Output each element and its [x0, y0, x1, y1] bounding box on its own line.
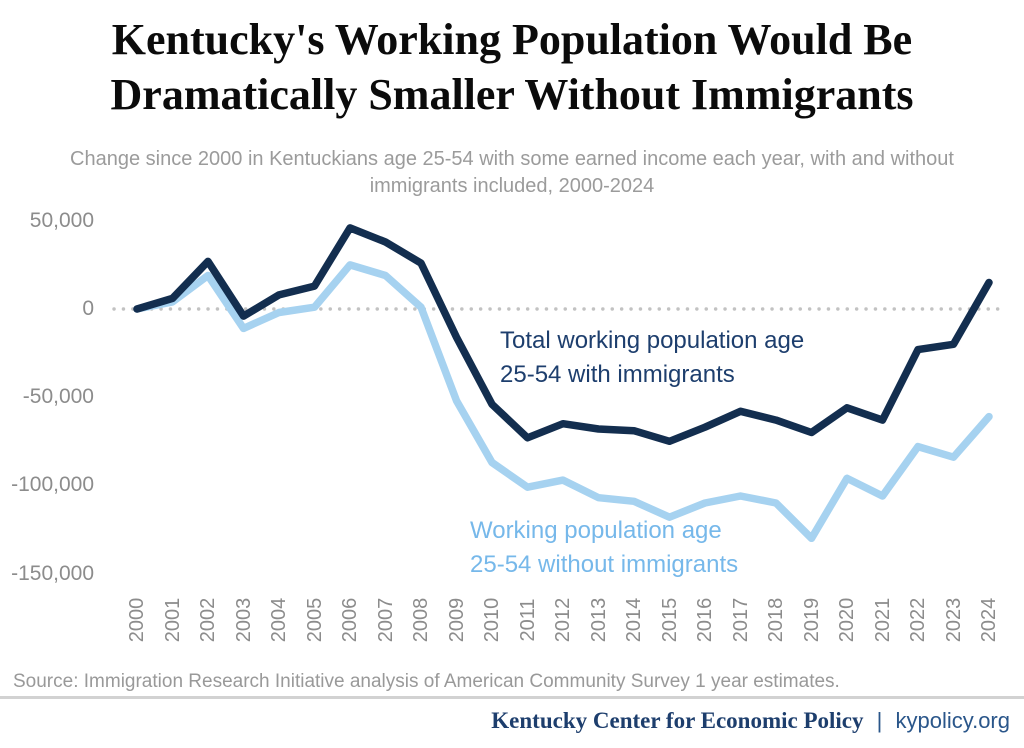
chart-title-line1: Kentucky's Working Population Would Be	[111, 15, 913, 64]
x-tick-label-2005: 2005	[303, 597, 326, 643]
series-label-with-immigrants: Total working population age 25-54 with …	[500, 324, 804, 392]
x-tick-label-2004: 2004	[268, 597, 290, 643]
series-line-with-immigrants	[133, 224, 993, 446]
series-label-with-line2: 25-54 with immigrants	[500, 361, 735, 388]
x-tick-label-2006: 2006	[339, 597, 361, 643]
y-tick-label: -100,000	[11, 473, 94, 497]
footer-divider	[0, 696, 1024, 699]
x-tick-label-2024: 2024	[978, 597, 1000, 643]
series-label-without-line1: Working population age	[470, 517, 722, 544]
footer-org-name: Kentucky Center for Economic Policy	[491, 708, 864, 733]
x-tick-label-2003: 2003	[232, 597, 255, 643]
chart-title-line2: Dramatically Smaller Without Immigrants	[110, 70, 914, 119]
y-tick-label: -150,000	[11, 561, 94, 585]
y-tick-label: 0	[82, 297, 94, 320]
series-line-without-immigrants	[133, 261, 993, 543]
x-tick-label-2009: 2009	[445, 597, 468, 643]
x-tick-label-2023: 2023	[942, 597, 965, 643]
series-label-without-line2: 25-54 without immigrants	[470, 551, 739, 578]
chart-subtitle-line1: Change since 2000 in Kentuckians age 25-…	[70, 148, 954, 170]
series-label-with-line1: Total working population age	[500, 327, 805, 354]
y-tick-label: 50,000	[29, 208, 94, 232]
source-note: Source: Immigration Research Initiative …	[13, 671, 840, 692]
y-tick-label: -50,000	[22, 385, 94, 409]
x-tick-label-2014: 2014	[623, 597, 645, 643]
x-tick-label-2016: 2016	[694, 597, 716, 643]
x-tick-label-2008: 2008	[410, 597, 432, 643]
series-label-without-immigrants: Working population age 25-54 without imm…	[470, 514, 738, 582]
footer: Kentucky Center for Economic Policy | ky…	[491, 706, 1010, 736]
x-tick-label-2000: 2000	[126, 597, 148, 643]
footer-separator: |	[876, 708, 883, 733]
x-tick-label-2022: 2022	[907, 597, 929, 643]
chart-subtitle: Change since 2000 in Kentuckians age 25-…	[7, 146, 1017, 200]
x-tick-label-2007: 2007	[374, 597, 397, 643]
chart-title: Kentucky's Working Population Would Be D…	[0, 12, 1024, 122]
x-tick-label-2021: 2021	[871, 597, 894, 643]
x-tick-label-2019: 2019	[800, 597, 823, 643]
x-tick-label-2015: 2015	[658, 597, 681, 643]
chart-subtitle-line2: immigrants included, 2000-2024	[369, 175, 655, 197]
x-tick-label-2012: 2012	[552, 597, 574, 643]
x-tick-label-2017: 2017	[729, 597, 752, 643]
x-tick-label-2013: 2013	[587, 597, 610, 643]
x-tick-label-2001: 2001	[161, 597, 184, 643]
x-tick-label-2010: 2010	[481, 597, 503, 643]
x-tick-label-2002: 2002	[197, 597, 219, 643]
x-tick-label-2018: 2018	[765, 597, 787, 643]
x-tick-label-2011: 2011	[516, 598, 539, 642]
x-tick-label-2020: 2020	[836, 597, 858, 643]
footer-site-link[interactable]: kypolicy.org	[895, 708, 1010, 733]
